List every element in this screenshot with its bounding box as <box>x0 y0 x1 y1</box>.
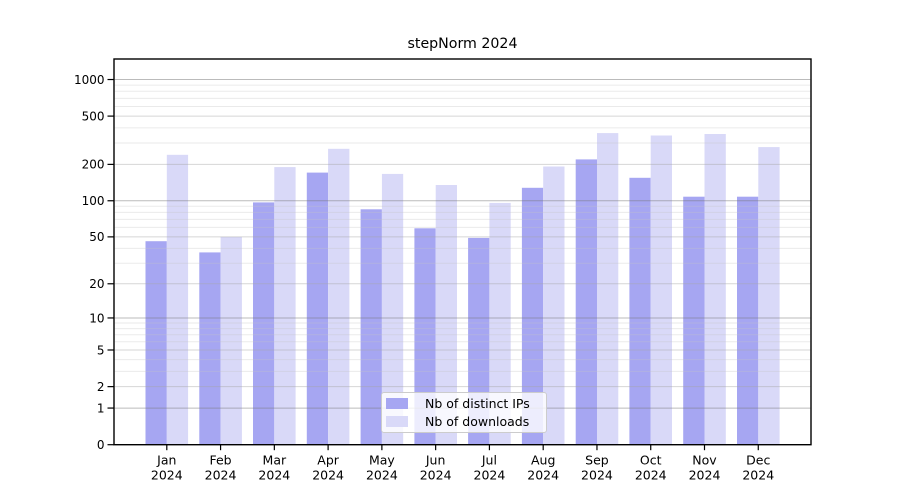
x-tick-label: Jun 2024 <box>420 453 452 483</box>
bar-apr-downloads <box>328 148 350 445</box>
legend-label-downloads: Nb of downloads <box>425 414 530 429</box>
bar-jan-distinct-ips <box>145 241 167 445</box>
bar-aug-distinct-ips <box>521 187 544 445</box>
x-tick-label: Feb 2024 <box>205 453 237 483</box>
bar-mar-distinct-ips <box>253 202 275 445</box>
x-tick-label: Sep 2024 <box>581 453 613 483</box>
bar-sep-downloads <box>597 133 619 445</box>
legend: Nb of distinct IPs Nb of downloads <box>381 392 547 433</box>
legend-item-downloads: Nb of downloads <box>386 414 546 429</box>
x-tick-label: Jan 2024 <box>151 453 183 483</box>
bar-jun-downloads <box>435 185 457 445</box>
legend-item-distinct-ips: Nb of distinct IPs <box>386 396 546 411</box>
bar-nov-distinct-ips <box>683 196 705 445</box>
bar-jun-distinct-ips <box>414 228 436 445</box>
y-tick-label: 1 <box>97 401 105 415</box>
bar-dec-downloads <box>758 147 780 445</box>
x-tick-label: Nov 2024 <box>689 453 721 483</box>
legend-swatch-downloads <box>386 416 408 427</box>
y-tick-label: 10 <box>89 311 104 325</box>
y-tick-label: 100 <box>82 194 105 208</box>
axes-spines <box>113 58 812 446</box>
gridlines-layer <box>114 79 811 409</box>
bar-mar-downloads <box>274 167 296 445</box>
bar-may-downloads <box>381 173 404 445</box>
x-tick-label: Jul 2024 <box>474 453 506 483</box>
bar-sep-distinct-ips <box>575 159 597 445</box>
x-tick-label: Apr 2024 <box>312 453 344 483</box>
bar-apr-distinct-ips <box>306 172 329 445</box>
x-tick-label: Oct 2024 <box>635 453 667 483</box>
x-tick-label: Mar 2024 <box>258 453 290 483</box>
y-tick-label: 50 <box>89 230 104 244</box>
bar-may-distinct-ips <box>360 209 382 445</box>
x-axis-tick-labels: Jan 2024 Feb 2024 Mar 2024 Apr 2024 May 2024 Jun 20… <box>151 453 774 483</box>
bar-nov-downloads <box>704 134 726 445</box>
bar-oct-downloads <box>650 135 672 445</box>
y-tick-label: 0 <box>97 438 105 452</box>
bar-dec-distinct-ips <box>737 196 759 445</box>
bar-jan-downloads <box>166 154 189 445</box>
y-tick-label: 20 <box>89 277 104 291</box>
y-tick-label: 1000 <box>74 73 105 87</box>
x-tick-label: Dec 2024 <box>742 453 774 483</box>
y-tick-label: 200 <box>82 158 105 172</box>
y-axis-tick-labels: 0 1 2 5 10 20 50 100 200 500 1000 <box>74 73 105 452</box>
y-tick-label: 500 <box>82 109 105 123</box>
legend-label-distinct-ips: Nb of distinct IPs <box>425 396 530 411</box>
bar-feb-distinct-ips <box>199 252 221 445</box>
bar-feb-downloads <box>220 236 242 445</box>
legend-swatch-distinct-ips <box>386 398 408 409</box>
bar-jul-downloads <box>489 202 511 445</box>
x-tick-label: May 2024 <box>366 453 398 483</box>
y-tick-label: 2 <box>97 380 105 394</box>
bar-oct-distinct-ips <box>629 177 651 445</box>
x-tick-label: Aug 2024 <box>527 453 559 483</box>
bar-aug-downloads <box>543 166 565 445</box>
plot-frame <box>113 58 812 446</box>
tick-marks-layer <box>107 78 759 451</box>
y-tick-label: 5 <box>97 343 105 357</box>
chart-title: stepNorm 2024 <box>407 36 518 52</box>
